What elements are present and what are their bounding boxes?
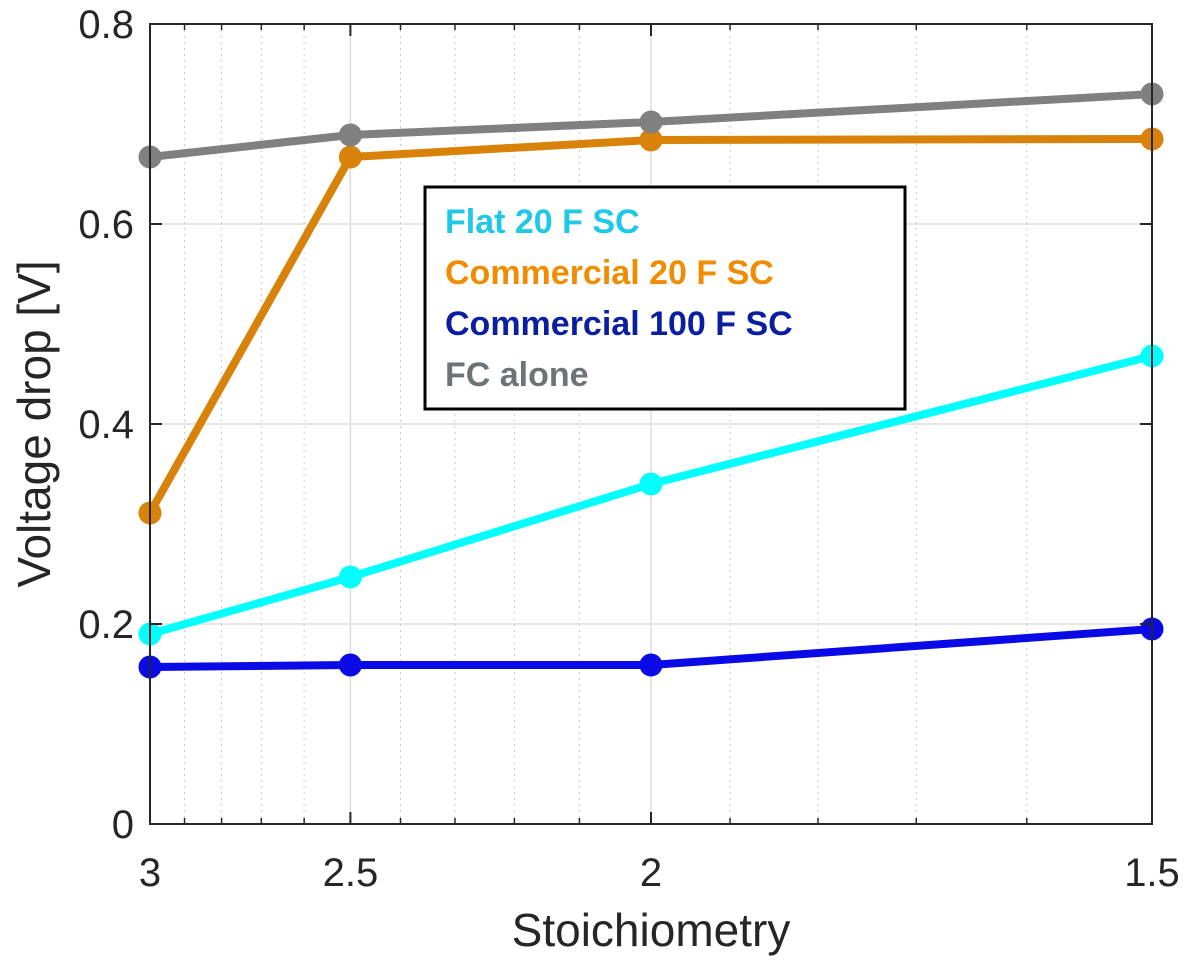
series-1 [138,127,1164,525]
series-line [146,135,1156,517]
series-line [146,90,1156,161]
minor-grid [184,24,1028,824]
series-line [146,625,1156,671]
y-tick-label: 0.4 [78,403,134,447]
legend-box [423,185,907,411]
series-layer [138,82,1164,679]
data-point [338,145,362,169]
legend-entry: FC alone [445,356,589,394]
x-tick-label: 2 [640,851,662,895]
x-tick-label: 2.5 [323,851,379,895]
y-tick-label: 0.8 [78,3,134,47]
series-line [146,352,1156,638]
legend-entry: Flat 20 F SC [445,203,640,241]
data-point [639,653,663,677]
y-tick-label: 0 [112,803,134,847]
x-axis-label: Stoichiometry [512,904,791,956]
y-axis-label: Voltage drop [V] [8,260,60,587]
legend-entry: Commercial 100 F SC [445,305,793,343]
data-point [338,123,362,147]
data-point [338,653,362,677]
x-tick-label: 3 [139,851,161,895]
data-point [338,565,362,589]
tick-layer [149,23,1153,825]
data-point [639,110,663,134]
data-point [639,472,663,496]
x-tick-label: 1.5 [1124,851,1180,895]
legend-entry: Commercial 20 F SC [445,254,774,292]
y-tick-label: 0.6 [78,203,134,247]
x-tick-labels: 3 2.5 2 1.5 [139,851,1180,895]
y-tick-label: 0.2 [78,603,134,647]
y-tick-labels: 0 0.2 0.4 0.6 0.8 [78,3,134,847]
series-3 [138,82,1164,169]
legend: Flat 20 F SC Commercial 20 F SC Commercial… [423,185,907,411]
